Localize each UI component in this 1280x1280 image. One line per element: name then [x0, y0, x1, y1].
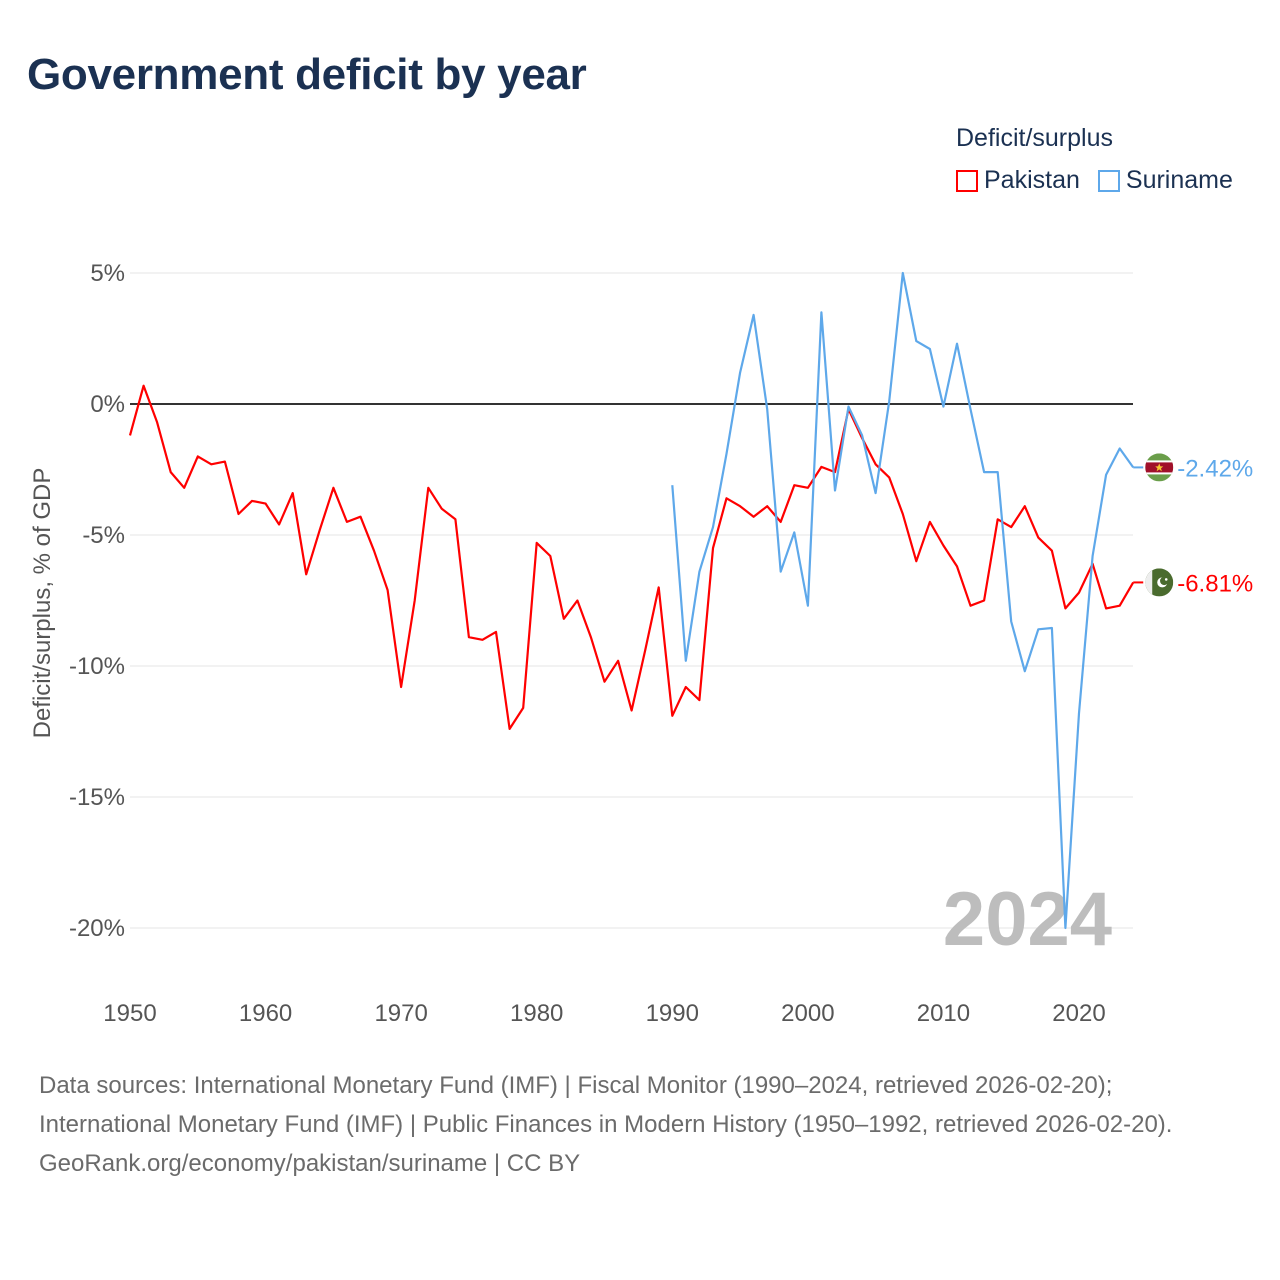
- footer: Data sources: International Monetary Fun…: [39, 1066, 1239, 1183]
- legend-label: Pakistan: [984, 166, 1080, 194]
- y-tick-label: 0%: [90, 391, 125, 418]
- end-value-label-suriname: -2.42%: [1177, 455, 1253, 482]
- year-watermark: 2024: [943, 877, 1112, 962]
- credit-link[interactable]: GeoRank.org/economy/pakistan/suriname | …: [39, 1150, 581, 1177]
- x-tick-label: 1990: [646, 1000, 699, 1027]
- x-tick-label: 1950: [103, 1000, 156, 1027]
- data-sources: Data sources: International Monetary Fun…: [39, 1072, 1173, 1138]
- y-tick-label: -5%: [82, 522, 125, 549]
- x-tick-label: 1960: [239, 1000, 292, 1027]
- chart-plot: 5% 0% -5% -10% -15% -20% 1950 1960 1970 1980 1990…: [29, 260, 1253, 1027]
- legend-title: Deficit/surplus: [956, 124, 1113, 152]
- legend: Pakistan Suriname: [956, 166, 1233, 195]
- y-axis-label: Deficit/surplus, % of GDP: [29, 468, 56, 739]
- suriname-flag-icon: [1145, 453, 1174, 482]
- x-tick-label: 2000: [781, 1000, 834, 1027]
- x-tick-label: 2020: [1052, 1000, 1105, 1027]
- series-line-suriname[interactable]: [671, 271, 1135, 930]
- legend-label: Suriname: [1125, 166, 1233, 194]
- legend-item-pakistan[interactable]: Pakistan: [956, 166, 1080, 195]
- pakistan-flag-icon: [1145, 568, 1174, 597]
- legend-swatch-pakistan: [956, 169, 978, 192]
- legend-swatch-suriname: [1097, 169, 1120, 192]
- chart-title: Government deficit by year: [27, 50, 587, 99]
- series-line-pakistan[interactable]: [128, 384, 1135, 731]
- legend-item-suriname[interactable]: Suriname: [1097, 166, 1233, 195]
- y-tick-label: -10%: [69, 653, 125, 680]
- x-tick-label: 1970: [374, 1000, 427, 1027]
- x-tick-label: 2010: [917, 1000, 970, 1027]
- y-tick-label: -15%: [69, 784, 125, 811]
- y-tick-label: 5%: [90, 260, 125, 287]
- end-value-label-pakistan: -6.81%: [1177, 570, 1253, 597]
- y-tick-label: -20%: [69, 915, 125, 942]
- x-tick-label: 1980: [510, 1000, 563, 1027]
